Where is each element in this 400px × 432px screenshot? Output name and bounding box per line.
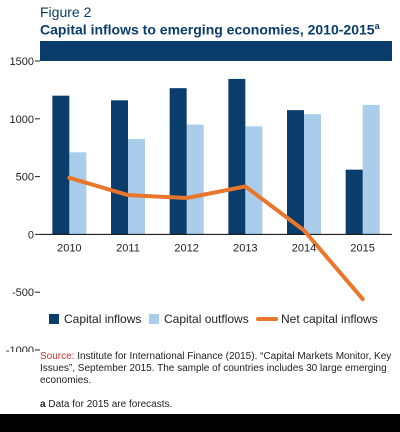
figure-title-superscript: a: [374, 21, 380, 31]
x-tick-label-2012: 2012: [174, 242, 198, 254]
bar-capital-inflows-2015: [345, 169, 363, 235]
bar-capital-outflows-2013: [245, 126, 263, 235]
bar-capital-outflows-2015: [362, 104, 380, 235]
net-capital-inflows-line: [67, 175, 365, 302]
x-tick-label-2015: 2015: [350, 242, 374, 254]
footnote: a Data for 2015 are forecasts.: [40, 399, 172, 411]
source-label: Source:: [40, 351, 75, 362]
footnote-marker: a: [40, 399, 46, 410]
x-axis-labels: 2010 2011 2012 2013 2014 2015: [57, 242, 375, 254]
x-tick-label-2010: 2010: [57, 242, 81, 254]
legend-label-capital-inflows: Capital inflows: [64, 312, 141, 326]
chart-top-band: [40, 41, 392, 61]
y-tick-label: 500: [16, 172, 34, 184]
x-tick-label-2011: 2011: [116, 242, 140, 254]
bar-capital-inflows-2013: [228, 78, 246, 235]
bar-capital-outflows-2011: [128, 139, 145, 235]
bottom-bar: [0, 414, 400, 432]
source-note: Source: Institute for International Fina…: [40, 351, 392, 387]
bar-capital-inflows-2012: [169, 88, 187, 235]
y-tick-label: 1000: [10, 114, 34, 126]
legend-swatch-capital-inflows: [49, 314, 59, 324]
source-text: Institute for International Finance (201…: [40, 351, 392, 386]
figure-title: Capital inflows to emerging economies, 2…: [40, 21, 380, 38]
legend: Capital inflows Capital outflows Net capit…: [49, 312, 378, 326]
footnote-text: Data for 2015 are forecasts.: [45, 399, 173, 410]
y-tick-label: 1500: [10, 56, 34, 68]
bar-capital-inflows-2011: [111, 100, 128, 235]
bar-capital-outflows-2014: [304, 114, 321, 235]
y-tick-label: -500: [12, 287, 34, 299]
outflow-bars: [69, 104, 380, 235]
bar-capital-outflows-2012: [186, 124, 204, 235]
bar-capital-inflows-2010: [52, 95, 70, 235]
figure-label: Figure 2: [40, 4, 92, 20]
legend-swatch-capital-outflows: [149, 314, 159, 324]
figure-title-text: Capital inflows to emerging economies, 2…: [40, 21, 375, 38]
y-axis-ticks: -1000 -500 0 500 1000 1500: [6, 56, 40, 352]
x-tick-label-2013: 2013: [233, 242, 257, 254]
y-tick-label: -1000: [6, 345, 34, 352]
x-tick-label-2014: 2014: [292, 242, 316, 254]
legend-label-net-capital-inflows: Net capital inflows: [281, 312, 378, 326]
bar-capital-outflows-2010: [69, 152, 87, 235]
bar-capital-inflows-2014: [287, 110, 304, 235]
legend-label-capital-outflows: Capital outflows: [164, 312, 249, 326]
y-tick-label: 0: [28, 229, 34, 241]
